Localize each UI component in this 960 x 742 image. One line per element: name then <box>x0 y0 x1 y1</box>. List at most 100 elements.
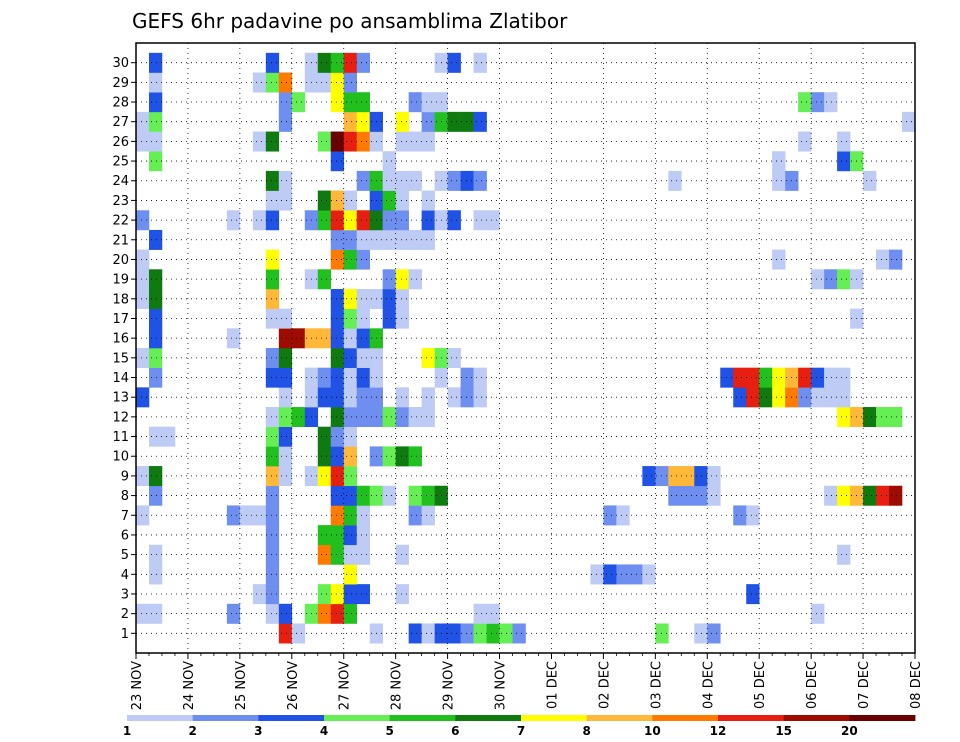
colorbar-tick-label: 5 <box>385 724 393 738</box>
heatmap-cell <box>746 387 760 408</box>
heatmap-cell <box>330 544 345 565</box>
x-tick-label: 08 DEC <box>909 661 924 709</box>
heatmap-cell <box>356 407 370 428</box>
heatmap-cell <box>603 505 617 526</box>
colorbar-legend: 1 2 3 4 5 6 7 8 10 12 15 20 <box>123 715 916 738</box>
heatmap-cell <box>265 308 280 329</box>
heatmap-cell <box>343 505 358 526</box>
heatmap-cell <box>148 426 163 447</box>
heatmap-cell <box>408 485 422 506</box>
colorbar-swatch <box>258 715 325 721</box>
colorbar-swatch <box>455 715 522 721</box>
heatmap-cell <box>278 111 293 132</box>
heatmap-cell <box>343 190 358 211</box>
y-tick-label: 12 <box>112 410 129 425</box>
heatmap-cell <box>824 92 838 113</box>
heatmap-cell <box>447 210 461 231</box>
heatmap-cell <box>772 151 786 172</box>
heatmap-cell <box>447 52 461 73</box>
heatmap-cell <box>642 564 656 585</box>
heatmap-cell <box>356 584 370 605</box>
heatmap-cell <box>317 210 332 231</box>
heatmap-cell <box>148 131 163 152</box>
heatmap-cell <box>395 190 409 211</box>
heatmap-cell <box>330 348 345 368</box>
heatmap-cell <box>330 446 345 467</box>
colorbar-tick-label: 8 <box>582 724 590 738</box>
heatmap-cell <box>824 387 838 408</box>
heatmap-cell <box>317 52 332 73</box>
heatmap-cell <box>356 328 370 349</box>
heatmap-cell <box>136 348 150 368</box>
colorbar-swatch <box>521 715 588 721</box>
heatmap-cell <box>408 407 422 428</box>
heatmap-cell <box>343 249 358 270</box>
y-tick-label: 4 <box>121 568 129 583</box>
x-tick-label: 02 DEC <box>597 661 612 709</box>
heatmap-cell <box>460 623 474 644</box>
heatmap-cell <box>317 446 332 467</box>
heatmap-cell <box>759 387 773 408</box>
heatmap-cell <box>395 308 409 329</box>
heatmap-cell <box>136 269 150 290</box>
colorbar-tick-label: 10 <box>644 724 661 738</box>
heatmap-cell <box>148 229 163 250</box>
heatmap-cell <box>746 367 760 388</box>
colorbar-swatch <box>652 715 719 721</box>
colorbar-tick-label: 1 <box>123 724 131 738</box>
heatmap-cell <box>278 367 293 388</box>
heatmap-cell <box>330 131 345 152</box>
heatmap-cell <box>148 288 163 309</box>
heatmap-cell <box>889 249 903 270</box>
heatmap-cell <box>447 348 461 368</box>
colorbar-tick-label: 2 <box>188 724 196 738</box>
heatmap-cell <box>291 407 306 428</box>
heatmap-cell <box>291 328 306 349</box>
y-tick-label: 15 <box>112 351 129 366</box>
heatmap-cell <box>798 131 812 152</box>
y-tick-label: 16 <box>112 332 129 347</box>
heatmap-cell <box>642 466 656 487</box>
heatmap-cell <box>252 505 267 526</box>
heatmap-cell <box>421 210 435 231</box>
heatmap-cell <box>460 367 474 388</box>
heatmap-cell <box>473 387 487 408</box>
heatmap-cell <box>278 72 293 93</box>
heatmap-cell <box>811 92 825 113</box>
heatmap-cell <box>343 367 358 388</box>
heatmap-cell <box>343 72 358 93</box>
heatmap-cell <box>837 407 851 428</box>
heatmap-cell <box>317 584 332 605</box>
heatmap-cell <box>148 603 163 624</box>
heatmap-cell <box>395 210 409 231</box>
heatmap-cell <box>136 288 150 309</box>
heatmap-cell <box>317 544 332 565</box>
heatmap-cell <box>395 111 409 132</box>
heatmap-cell <box>733 505 747 526</box>
heatmap-cell <box>772 367 786 388</box>
y-tick-label: 17 <box>112 312 129 327</box>
heatmap-cell <box>330 387 345 408</box>
heatmap-cell <box>330 52 345 73</box>
heatmap-cell <box>408 131 422 152</box>
heatmap-cell <box>382 170 396 191</box>
y-tick-label: 7 <box>121 509 129 524</box>
heatmap-cell <box>460 170 474 191</box>
heatmap-cell <box>278 623 293 644</box>
heatmap-cell <box>265 52 280 73</box>
heatmap-cell <box>343 210 358 231</box>
heatmap-cell <box>837 544 851 565</box>
heatmap-cell <box>512 623 526 644</box>
heatmap-cell <box>136 466 150 487</box>
heatmap-cell <box>772 249 786 270</box>
heatmap-cell <box>278 190 293 211</box>
heatmap-cell <box>317 367 332 388</box>
colorbar-tick-label: 4 <box>320 724 328 738</box>
heatmap-cell <box>136 249 150 270</box>
y-tick-label: 24 <box>112 174 129 189</box>
heatmap-cell <box>136 131 150 152</box>
heatmap-cell <box>317 426 332 447</box>
heatmap-cell <box>148 92 163 113</box>
heatmap-cell <box>447 623 461 644</box>
heatmap-cell <box>278 446 293 467</box>
